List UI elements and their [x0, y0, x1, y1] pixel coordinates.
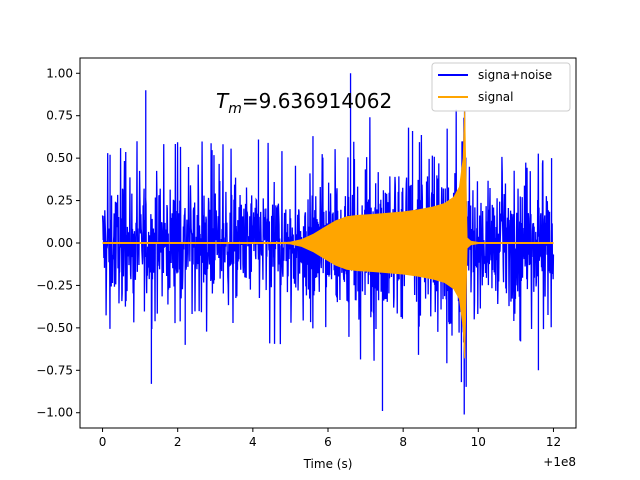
svg-text:Tm=9.636914062: Tm=9.636914062: [216, 89, 392, 117]
annotation-symbol: T: [216, 89, 230, 113]
y-axis: −1.00 −0.75 −0.50 −0.25 0.00 0.25 0.50 0.75 1.00: [36, 66, 80, 420]
y-tick-label: 0.50: [46, 151, 73, 165]
legend-label-noise: signa+noise: [478, 68, 552, 82]
x-tick-label: 8: [399, 435, 407, 449]
y-tick-label: −0.75: [36, 363, 73, 377]
signal-series: [102, 110, 554, 359]
x-axis-label: Time (s): [303, 457, 353, 471]
x-tick-label: 12: [546, 435, 561, 449]
x-tick-label: 0: [99, 435, 107, 449]
x-tick-label: 6: [324, 435, 332, 449]
annotation-subscript: m: [228, 101, 242, 117]
y-tick-label: −1.00: [36, 406, 73, 420]
legend-label-signal: signal: [478, 90, 514, 104]
x-axis-offset-label: +1e8: [543, 455, 576, 469]
y-tick-label: 0.00: [46, 236, 73, 250]
y-tick-label: 0.75: [46, 109, 73, 123]
x-tick-label: 10: [471, 435, 486, 449]
y-tick-label: 0.25: [46, 194, 73, 208]
annotation: Tm=9.636914062: [216, 89, 392, 117]
y-tick-label: −0.25: [36, 278, 73, 292]
x-tick-label: 2: [174, 435, 182, 449]
x-tick-label: 4: [249, 435, 257, 449]
legend: signa+noise signal: [431, 62, 571, 112]
annotation-value: =9.636914062: [242, 89, 392, 113]
y-tick-label: −0.50: [36, 321, 73, 335]
x-axis: 0 2 4 6 8 10 12: [99, 428, 561, 449]
y-tick-label: 1.00: [46, 66, 73, 80]
